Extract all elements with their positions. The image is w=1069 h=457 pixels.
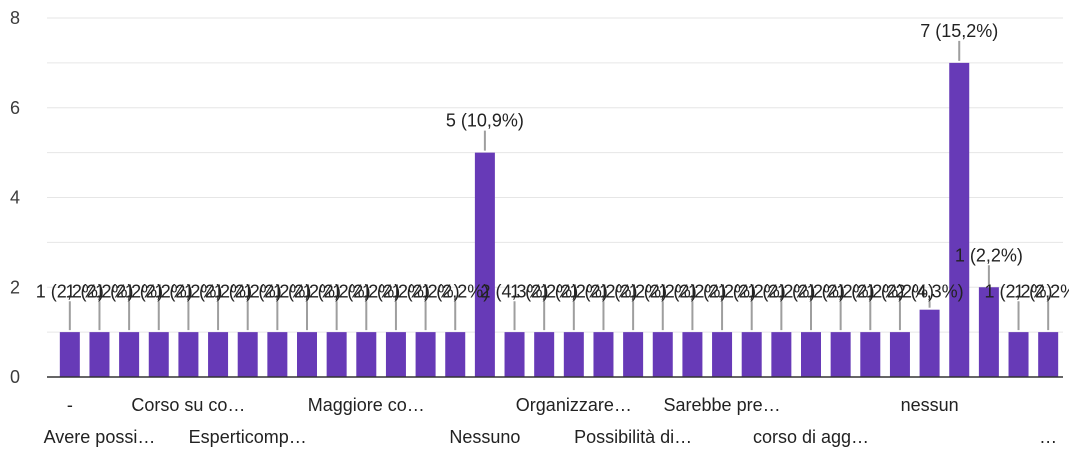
y-tick-label: 2	[10, 277, 20, 297]
bar[interactable]	[178, 332, 199, 377]
bar[interactable]	[623, 332, 644, 377]
y-tick-label: 8	[10, 8, 20, 28]
data-label: 1 (2,2%)	[421, 281, 489, 301]
bar[interactable]	[504, 332, 525, 377]
bar[interactable]	[267, 332, 288, 377]
category-labels: - Avere possi… Corso su co… Esperticomp…Mag…	[44, 395, 1058, 447]
bar[interactable]	[326, 332, 347, 377]
data-label: 1 (2,2%)	[658, 281, 726, 301]
bar[interactable]	[652, 332, 673, 377]
bar[interactable]	[148, 332, 169, 377]
bar[interactable]	[919, 309, 940, 377]
data-label: 1 (2,2%)	[184, 281, 252, 301]
bar[interactable]	[534, 332, 555, 377]
data-label: 1 (2,2%)	[362, 281, 430, 301]
bar[interactable]	[593, 332, 614, 377]
data-labels: 1 (2,2%)1 (2,2%)1 (2,2%)1 (2,2%)1 (2,2%)…	[36, 21, 1069, 331]
category-label: -	[67, 395, 73, 415]
data-label: 1 (2,2%)	[154, 281, 222, 301]
data-label: 1 (2,2%)	[718, 281, 786, 301]
bar[interactable]	[356, 332, 377, 377]
data-label: 1 (2,2%)	[777, 281, 845, 301]
bar[interactable]	[978, 287, 999, 377]
data-label: 1 (2,2%)	[629, 281, 697, 301]
category-label: Sarebbe pre…	[664, 395, 781, 415]
data-label: 1 (2,2%)	[273, 281, 341, 301]
data-label: 1 (2,2%)	[36, 281, 104, 301]
data-label: 1 (2,2%)	[955, 245, 1023, 265]
bar[interactable]	[1038, 332, 1059, 377]
category-label: Maggiore co…	[308, 395, 425, 415]
category-label: Avere possi…	[44, 427, 156, 447]
bar[interactable]	[682, 332, 703, 377]
bar[interactable]	[385, 332, 406, 377]
bar[interactable]	[1008, 332, 1029, 377]
bar[interactable]	[445, 332, 466, 377]
category-label: Nessuno	[449, 427, 520, 447]
bar[interactable]	[89, 332, 110, 377]
category-label: Possibilità di…	[574, 427, 692, 447]
category-label: corso di agg…	[753, 427, 869, 447]
bar[interactable]	[801, 332, 821, 377]
bar[interactable]	[949, 62, 970, 377]
y-tick-label: 6	[10, 98, 20, 118]
category-label: Esperticomp…	[189, 427, 307, 447]
bar[interactable]	[830, 332, 851, 377]
data-label: 1 (2,2%)	[65, 281, 133, 301]
data-label: 1 (2,2%)	[510, 281, 578, 301]
bar[interactable]	[474, 152, 495, 377]
bar[interactable]	[771, 332, 792, 377]
y-tick-label: 0	[10, 367, 20, 387]
data-label: 1 (2,2%)	[688, 281, 756, 301]
data-label: 1 (2,2%)	[243, 281, 311, 301]
bar[interactable]	[59, 332, 80, 377]
bar[interactable]	[119, 332, 140, 377]
bar[interactable]	[712, 332, 733, 377]
bars	[59, 62, 1059, 377]
category-label: …	[1039, 427, 1057, 447]
data-label: 1 (2,2%)	[836, 281, 904, 301]
bar[interactable]	[297, 332, 317, 377]
bar[interactable]	[860, 332, 881, 377]
bar[interactable]	[563, 332, 584, 377]
data-label: 1 (2,2%)	[214, 281, 282, 301]
data-label: 1 (2,2%)	[303, 281, 371, 301]
y-tick-label: 4	[10, 188, 20, 208]
data-label: 2 (4,3%)	[481, 281, 549, 301]
data-label: 1 (2,2%)	[392, 281, 460, 301]
y-axis-ticks: 0 2 4 6 8	[10, 8, 20, 387]
data-label: 1 (2,2%)	[569, 281, 637, 301]
data-label: 7 (15,2%)	[920, 21, 998, 41]
data-label: 1 (2,2%)	[540, 281, 608, 301]
bar[interactable]	[415, 332, 436, 377]
data-label: 5 (10,9%)	[446, 111, 524, 131]
data-label: 1 (2,2%)	[747, 281, 815, 301]
gridlines	[47, 17, 1063, 378]
data-label: 1 (2,2%)	[807, 281, 875, 301]
data-label: 1 (2,2%)	[125, 281, 193, 301]
category-label: Corso su co…	[131, 395, 245, 415]
category-label: nessun	[901, 395, 959, 415]
data-label: 1 (2,2%)	[599, 281, 667, 301]
data-label: 1 (2,2%)	[95, 281, 163, 301]
bar[interactable]	[237, 332, 258, 377]
data-label: 1 (2,2%)	[866, 281, 934, 301]
data-label: 1 (2,2%)	[332, 281, 400, 301]
category-label: Organizzare…	[516, 395, 632, 415]
data-label: 1 (2,2%)	[985, 281, 1053, 301]
bar[interactable]	[208, 332, 229, 377]
data-label: 1 (2,2%)	[1014, 281, 1069, 301]
bar[interactable]	[889, 332, 910, 377]
data-label: 2 (4,3%)	[896, 281, 964, 301]
bar[interactable]	[741, 332, 762, 377]
